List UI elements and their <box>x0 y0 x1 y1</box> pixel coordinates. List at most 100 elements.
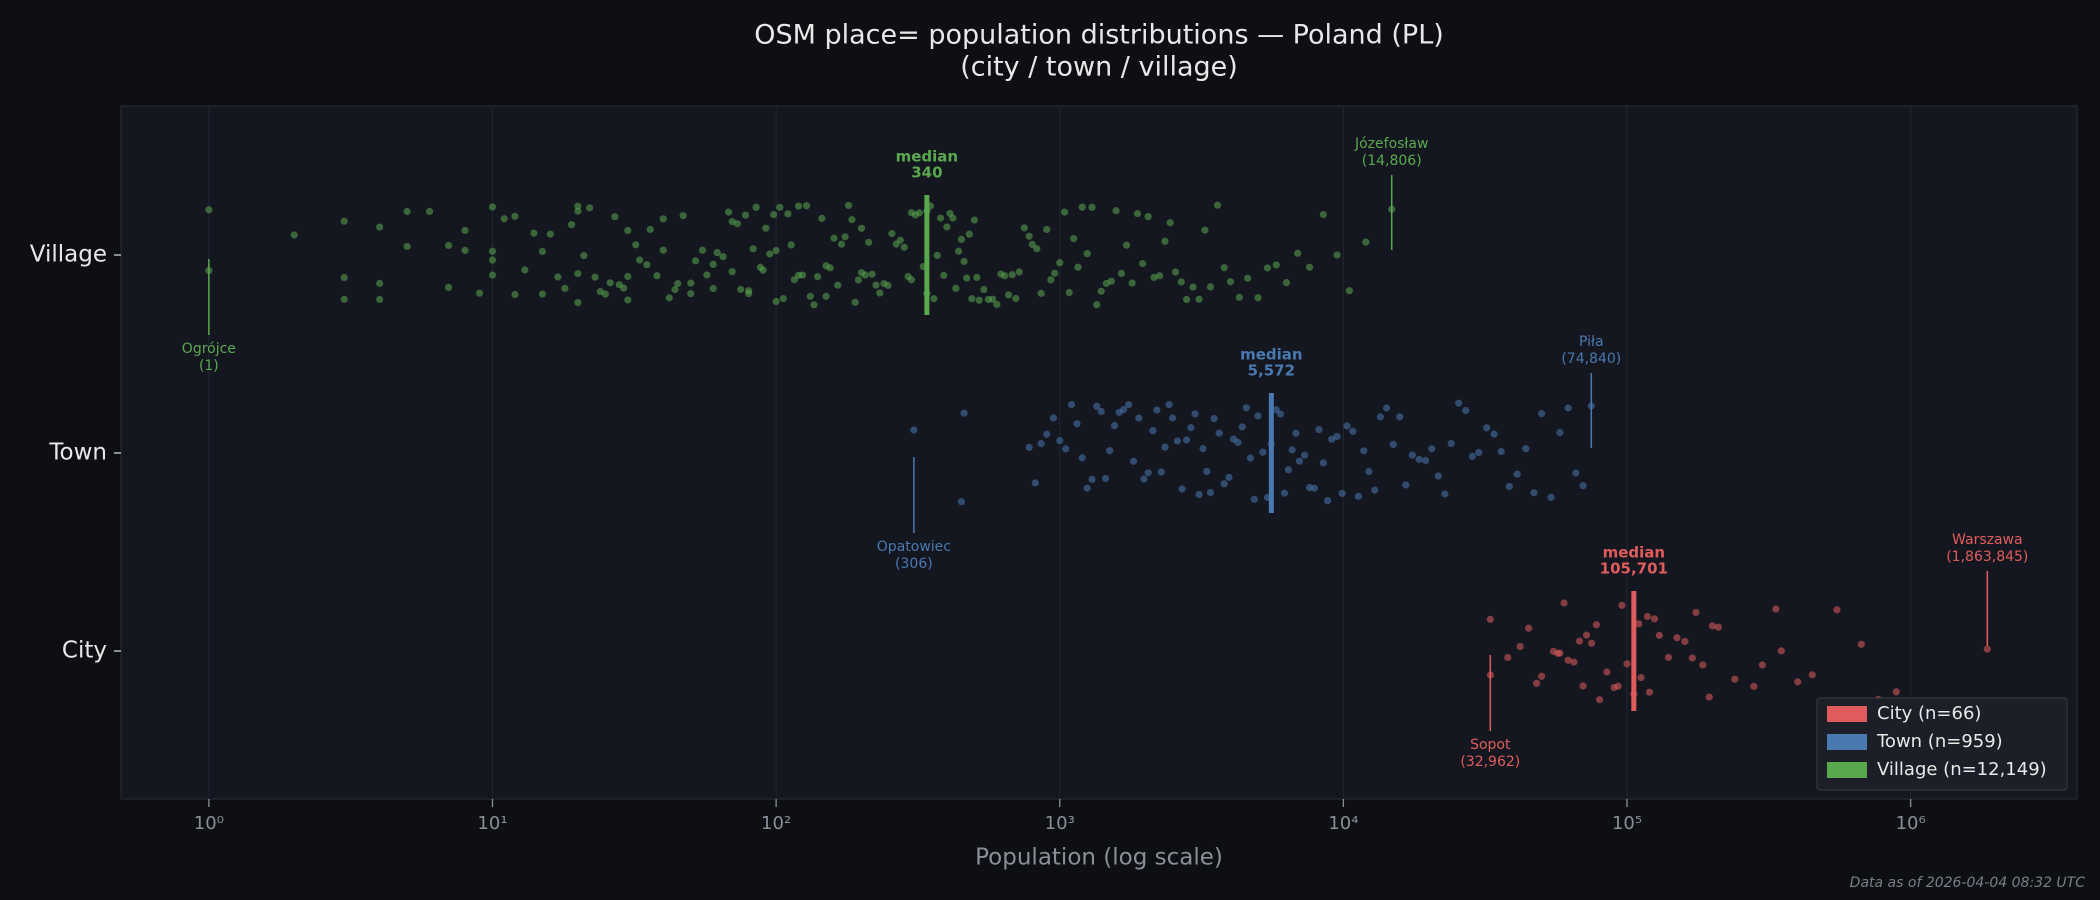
data-point <box>659 246 667 254</box>
data-point <box>1349 427 1357 435</box>
data-point <box>1060 208 1069 216</box>
data-point <box>1242 404 1250 412</box>
data-point <box>806 292 814 300</box>
data-point <box>1263 264 1272 272</box>
data-point <box>813 273 822 281</box>
data-point <box>1074 263 1082 271</box>
data-point <box>1093 301 1101 309</box>
data-point <box>574 269 582 278</box>
data-point <box>1305 263 1314 271</box>
data-point <box>1117 269 1126 278</box>
x-tick-label: 10⁰ <box>194 813 224 834</box>
data-point <box>1983 645 1991 653</box>
data-point <box>848 216 856 224</box>
data-point <box>980 285 988 294</box>
legend-box <box>1816 697 2068 791</box>
data-point <box>1428 445 1436 453</box>
data-point <box>770 210 778 219</box>
min-annotation-value: (32,962) <box>1460 754 1520 770</box>
data-point <box>674 280 682 288</box>
max-annotation-value: (14,806) <box>1362 153 1422 169</box>
data-point <box>1530 489 1538 497</box>
data-point <box>1097 407 1105 416</box>
data-point <box>1614 682 1622 690</box>
data-point <box>1213 201 1222 209</box>
data-point <box>818 214 826 222</box>
data-point <box>759 266 767 274</box>
data-point <box>960 409 968 417</box>
data-point <box>461 226 469 235</box>
data-point <box>1288 446 1296 454</box>
data-point <box>1603 668 1611 676</box>
data-point <box>646 225 654 234</box>
data-point <box>376 279 384 287</box>
data-point <box>1579 682 1587 690</box>
median-title: median <box>1603 544 1665 562</box>
data-point <box>340 217 348 225</box>
data-point <box>1360 447 1368 455</box>
data-point <box>737 285 745 293</box>
data-point <box>1295 457 1304 465</box>
data-point <box>1522 445 1530 453</box>
data-point <box>872 281 880 289</box>
data-point <box>1422 456 1430 465</box>
data-point <box>802 202 811 210</box>
data-point <box>1570 658 1578 666</box>
data-point <box>1556 429 1564 437</box>
data-point <box>1708 622 1716 630</box>
data-point <box>376 223 384 231</box>
data-point <box>1587 639 1596 647</box>
data-point <box>687 290 695 298</box>
y-tick-label: Village <box>30 242 107 268</box>
data-point <box>591 273 599 281</box>
data-point <box>554 273 562 281</box>
data-point <box>1547 493 1555 501</box>
data-point <box>461 246 469 254</box>
y-tick-label: City <box>62 638 107 664</box>
data-point <box>1112 207 1120 215</box>
data-point <box>1833 606 1841 614</box>
data-point <box>865 238 873 246</box>
data-point <box>1093 402 1101 410</box>
data-point <box>1025 443 1033 451</box>
data-point <box>1078 203 1086 211</box>
data-point <box>1128 279 1136 287</box>
data-point <box>546 230 554 238</box>
data-point <box>834 281 842 289</box>
data-point <box>1371 486 1379 494</box>
data-point <box>586 204 594 212</box>
data-point <box>205 206 213 214</box>
data-point <box>1623 660 1631 668</box>
data-point <box>741 211 750 219</box>
data-point <box>1047 276 1055 284</box>
data-point <box>1579 482 1587 490</box>
legend-swatch <box>1827 734 1867 750</box>
data-point <box>1538 409 1546 418</box>
data-point <box>376 295 384 304</box>
data-point <box>1408 451 1416 459</box>
data-point <box>1294 249 1302 257</box>
data-point <box>1455 399 1463 407</box>
data-point <box>1177 278 1185 286</box>
data-point <box>403 207 411 216</box>
data-point <box>1301 451 1309 459</box>
data-point <box>1650 615 1659 623</box>
data-point <box>1088 203 1096 211</box>
data-point <box>665 294 673 302</box>
data-point <box>1106 447 1114 455</box>
data-point <box>1396 413 1404 421</box>
data-point <box>511 290 519 299</box>
data-point <box>521 266 529 274</box>
data-point <box>1280 489 1289 497</box>
data-point <box>1315 425 1323 434</box>
data-point <box>1178 485 1186 493</box>
data-point <box>425 207 434 216</box>
data-point <box>1187 424 1195 432</box>
data-point <box>1382 404 1391 412</box>
data-point <box>1182 436 1191 444</box>
data-point <box>900 243 908 251</box>
data-point <box>1206 488 1215 497</box>
max-annotation-name: Piła <box>1579 334 1604 350</box>
data-point <box>1365 467 1373 476</box>
data-point <box>1008 271 1016 279</box>
